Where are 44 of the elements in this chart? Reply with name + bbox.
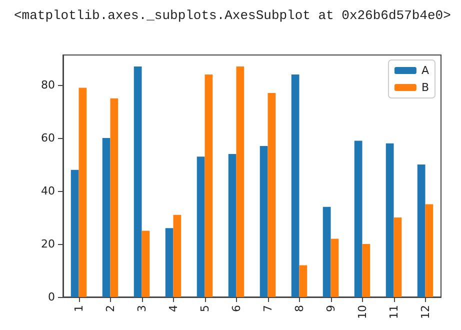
bar [102, 138, 110, 297]
bar [78, 88, 87, 297]
x-tick-label: 8 [292, 305, 306, 312]
x-tick-label: 11 [387, 305, 400, 319]
bar [196, 156, 205, 297]
bar [425, 204, 434, 297]
legend-label: A [421, 64, 430, 77]
x-tick-label: 4 [166, 305, 180, 312]
bar [268, 93, 276, 297]
bar [173, 214, 182, 297]
bar [165, 228, 174, 297]
y-tick-label: 60 [41, 132, 55, 145]
y-tick-label: 0 [48, 290, 55, 304]
bar [299, 265, 308, 297]
x-tick-label: 10 [356, 305, 369, 319]
bar [291, 74, 300, 297]
y-tick-label: 40 [41, 184, 55, 198]
bar [394, 218, 402, 297]
bar [330, 238, 339, 297]
x-tick-label: 1 [72, 305, 86, 312]
legend-label: B [421, 81, 429, 94]
x-tick-label: 5 [198, 305, 212, 312]
bar [228, 154, 236, 297]
text: <matplotlib.axes._subplots.AxesSubplot at 0x26b6d57b4e0> [14, 8, 451, 23]
bar [354, 140, 362, 297]
bar [70, 170, 79, 297]
bar [322, 206, 331, 297]
bar [236, 66, 244, 297]
bar [204, 74, 213, 297]
x-tick-label: 7 [261, 305, 274, 312]
y-tick-label: 20 [41, 238, 55, 251]
bar [386, 143, 394, 297]
bar [260, 146, 268, 297]
bar [134, 66, 142, 297]
x-tick-label: 12 [418, 305, 432, 319]
bar [142, 230, 150, 297]
bar [362, 244, 370, 297]
x-tick-label: 3 [135, 305, 148, 312]
y-tick-label: 80 [41, 78, 55, 92]
x-tick-label: 6 [230, 305, 243, 312]
x-tick-label: 2 [104, 305, 117, 312]
x-tick-label: 9 [324, 305, 338, 312]
bar [417, 164, 426, 297]
bar [110, 98, 118, 297]
